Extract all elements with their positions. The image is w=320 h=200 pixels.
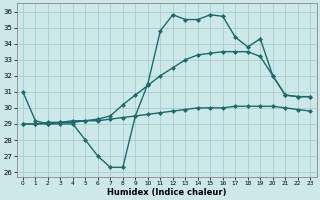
X-axis label: Humidex (Indice chaleur): Humidex (Indice chaleur): [107, 188, 226, 197]
